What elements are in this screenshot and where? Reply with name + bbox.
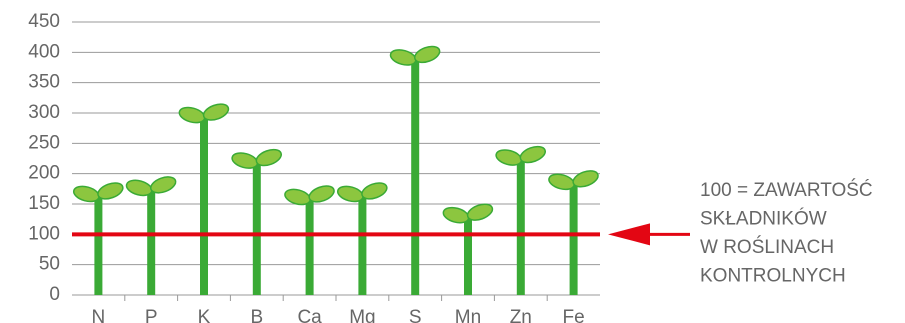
y-tick-label: 100	[28, 223, 60, 244]
leaf	[336, 185, 364, 203]
leaf	[442, 206, 470, 224]
leaf	[178, 106, 206, 124]
stem	[411, 61, 420, 295]
leaf	[202, 103, 230, 121]
x-tick-label: N	[92, 307, 106, 323]
x-tick-label: K	[198, 307, 211, 323]
sprout	[442, 203, 494, 295]
leaf	[495, 149, 523, 166]
leaf	[548, 173, 576, 191]
y-tick-label: 50	[39, 254, 60, 275]
y-tick-label: 300	[28, 102, 60, 123]
sprout	[389, 45, 441, 295]
x-tick-label: Mg	[349, 307, 375, 323]
leaf	[150, 176, 177, 194]
stem	[516, 161, 525, 295]
leaf	[255, 148, 282, 167]
stem	[200, 119, 208, 295]
y-tick-label: 200	[28, 163, 60, 184]
y-tick-label: 450	[28, 11, 60, 32]
y-tick-label: 150	[28, 193, 60, 214]
x-tick-label: Mn	[455, 307, 481, 323]
leaf	[466, 203, 494, 221]
stem	[252, 164, 261, 295]
annotation-line: 100 = ZAWARTOŚĆ	[700, 179, 873, 201]
stem	[358, 197, 367, 295]
stem	[94, 197, 103, 295]
sprout	[284, 185, 335, 295]
sprout	[548, 170, 599, 295]
y-tick-label: 400	[28, 41, 60, 62]
x-tick-label: Fe	[563, 307, 585, 323]
y-tick-label: 350	[28, 72, 60, 93]
x-tick-label: S	[409, 307, 422, 323]
sprout	[125, 176, 177, 295]
leaf	[414, 45, 441, 64]
x-tick-label: Zn	[510, 307, 532, 323]
x-tick-label: Ca	[297, 307, 322, 323]
annotation-line: W ROŚLINACH	[700, 236, 834, 258]
stem	[464, 219, 472, 295]
stem	[147, 191, 156, 295]
y-tick-label: 0	[49, 284, 60, 305]
sprout	[336, 182, 388, 295]
y-tick-label: 250	[28, 132, 60, 153]
x-tick-label: P	[145, 307, 158, 323]
sprout	[72, 182, 124, 295]
leaf	[519, 145, 546, 164]
arrow-head	[608, 223, 650, 246]
leaf	[361, 182, 388, 200]
leaf	[308, 185, 335, 203]
annotation-line: KONTROLNYCH	[700, 266, 846, 287]
sprout	[231, 148, 282, 295]
x-tick-label: B	[250, 307, 263, 323]
sprout	[495, 145, 546, 295]
leaf	[97, 182, 124, 200]
sprout	[178, 103, 230, 295]
leaf	[72, 185, 100, 203]
stem	[305, 200, 314, 295]
leaf	[389, 49, 417, 66]
leaf	[572, 170, 599, 188]
stem	[569, 185, 578, 295]
annotation-line: SKŁADNIKÓW	[700, 208, 827, 230]
leaf	[231, 152, 259, 169]
leaf	[125, 179, 153, 197]
